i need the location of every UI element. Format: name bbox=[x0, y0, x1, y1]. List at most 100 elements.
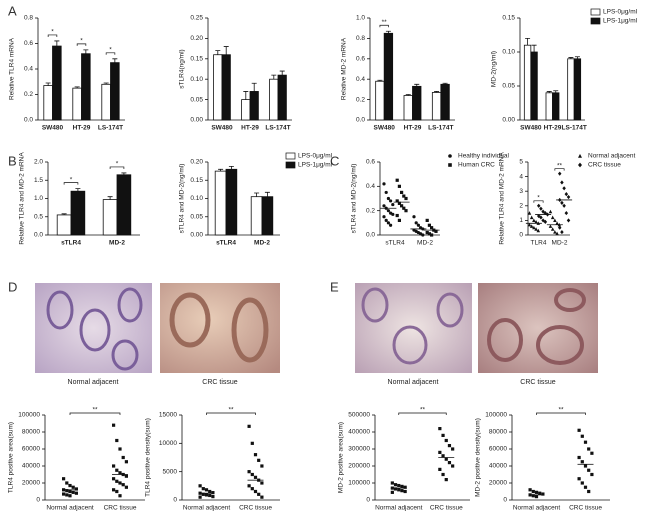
x-tick-label: LS-174T bbox=[428, 125, 453, 132]
point bbox=[391, 202, 395, 207]
bar bbox=[241, 99, 251, 121]
y-tick-label: 0.20 bbox=[190, 159, 203, 166]
point bbox=[118, 447, 122, 451]
point bbox=[382, 182, 386, 186]
y-tick-label: 0.00 bbox=[190, 117, 203, 124]
y-axis-label: MD-2 positive area(sum) bbox=[338, 422, 345, 493]
bar bbox=[530, 51, 538, 121]
point bbox=[444, 438, 448, 443]
error-bar bbox=[434, 91, 440, 93]
error-bar bbox=[61, 213, 67, 215]
error-bar bbox=[251, 82, 257, 92]
y-tick-label: 20000 bbox=[489, 480, 507, 487]
point bbox=[260, 495, 264, 499]
y-tick-label: 60000 bbox=[22, 446, 40, 453]
significance-label: ** bbox=[557, 162, 563, 169]
bar bbox=[221, 54, 231, 121]
bar bbox=[70, 190, 86, 236]
error-bar bbox=[264, 191, 270, 197]
bar bbox=[52, 45, 62, 121]
point bbox=[403, 485, 407, 489]
point bbox=[583, 485, 588, 489]
y-axis-label: Relative TLR4 mRNA bbox=[9, 37, 16, 100]
bar bbox=[101, 83, 111, 121]
y-tick-label: 0.10 bbox=[502, 49, 515, 56]
error-bar bbox=[83, 49, 89, 54]
point bbox=[451, 447, 455, 451]
legend-swatch bbox=[590, 17, 601, 25]
y-tick-label: 0.2 bbox=[366, 207, 375, 214]
point bbox=[447, 444, 452, 448]
x-tick-label: MD-2 bbox=[417, 240, 433, 247]
point bbox=[400, 489, 404, 493]
point bbox=[118, 471, 122, 475]
error-bar bbox=[75, 188, 81, 192]
point bbox=[115, 468, 119, 472]
y-tick-label: 0.8 bbox=[356, 35, 365, 42]
y-tick-label: 0.00 bbox=[502, 117, 515, 124]
point bbox=[386, 196, 390, 201]
point bbox=[412, 215, 416, 219]
point bbox=[386, 221, 390, 225]
point bbox=[201, 492, 205, 496]
point bbox=[430, 233, 434, 237]
y-tick-label: 2.0 bbox=[34, 159, 43, 166]
legend-swatch bbox=[448, 154, 452, 158]
legend-label: LPS-0μg/ml bbox=[603, 9, 638, 16]
point bbox=[414, 221, 418, 225]
y-tick-label: 0.05 bbox=[190, 96, 203, 103]
y-axis-label: Relative TLR4 and MD-2 mRNA bbox=[19, 152, 26, 245]
point bbox=[400, 190, 404, 195]
image-caption: CRC tissue bbox=[202, 379, 238, 386]
x-tick-label: MD-2 bbox=[552, 240, 568, 247]
point bbox=[400, 204, 404, 208]
point bbox=[560, 230, 564, 235]
panel-label: A bbox=[8, 3, 17, 18]
point bbox=[438, 427, 442, 431]
point bbox=[397, 483, 401, 488]
y-tick-label: 0.0 bbox=[356, 117, 365, 124]
point bbox=[250, 487, 254, 491]
point bbox=[208, 489, 212, 494]
x-tick-label: SW480 bbox=[42, 125, 64, 132]
x-tick-label: Normal adjacent bbox=[46, 505, 94, 512]
x-tick-label: HT-29 bbox=[404, 125, 422, 132]
x-tick-label: sTLR4 bbox=[385, 240, 405, 247]
bar bbox=[573, 58, 582, 121]
point bbox=[441, 472, 445, 477]
y-tick-label: 0.6 bbox=[24, 40, 33, 47]
point bbox=[566, 218, 571, 223]
point bbox=[74, 491, 78, 495]
legend-swatch bbox=[578, 162, 582, 168]
y-tick-label: 400000 bbox=[348, 429, 370, 436]
legend-label: Healthy individual bbox=[458, 153, 510, 160]
y-tick-label: 0.0 bbox=[34, 232, 43, 239]
y-tick-label: 0.10 bbox=[190, 195, 203, 202]
x-tick-label: TLR4 bbox=[531, 240, 547, 247]
significance-label: * bbox=[109, 47, 112, 54]
point bbox=[444, 457, 448, 461]
point bbox=[65, 481, 69, 485]
point bbox=[527, 211, 532, 215]
y-tick-label: 3 bbox=[519, 188, 523, 195]
point bbox=[421, 233, 425, 237]
point bbox=[534, 490, 539, 494]
point bbox=[198, 495, 202, 499]
y-tick-label: 0 bbox=[503, 497, 507, 504]
point bbox=[62, 492, 66, 496]
point bbox=[548, 224, 553, 228]
point bbox=[553, 230, 557, 234]
significance-label: ** bbox=[382, 19, 388, 26]
point bbox=[382, 204, 386, 208]
point bbox=[124, 460, 128, 464]
point bbox=[587, 489, 591, 494]
y-axis-label: sTLR4 and MD-2(ng/ml) bbox=[179, 164, 186, 234]
significance-label: * bbox=[116, 161, 119, 168]
legend-label: CRC tissue bbox=[588, 162, 621, 169]
point bbox=[548, 209, 553, 214]
significance-bracket bbox=[379, 24, 389, 28]
significance-label: * bbox=[80, 38, 83, 45]
point bbox=[564, 211, 569, 216]
point bbox=[553, 218, 557, 222]
